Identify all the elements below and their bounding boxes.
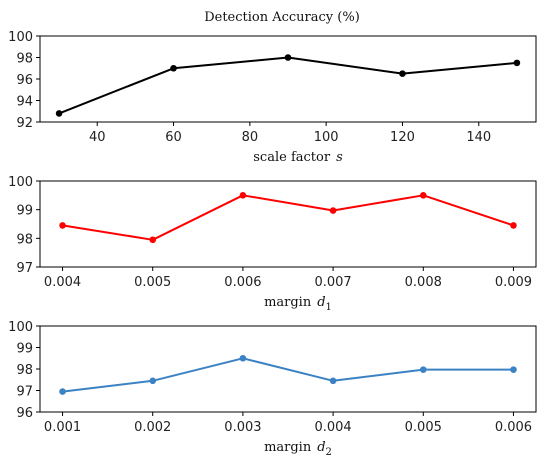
y-tick-label: 98 [16,52,33,67]
x-tick-label: 100 [314,130,339,145]
y-tick-label: 97 [16,385,33,400]
data-point [510,222,517,229]
y-tick-label: 100 [8,30,33,45]
data-point [55,110,63,117]
series-line [62,194,514,241]
data-point [170,64,177,72]
x-axis-label-subscript: 2 [326,447,332,458]
y-tick-label: 99 [16,342,33,357]
x-axis-label-text: margin [264,295,312,310]
data-point [239,192,247,199]
data-point [149,236,157,244]
axes-frame [39,180,537,268]
x-axis-label: margin d2 [264,440,332,458]
data-point [329,377,337,385]
x-axis-label-variable: s [336,150,343,165]
x-axis-label: margin d1 [264,295,332,313]
y-tick-label: 99 [16,204,33,219]
x-tick-label: 80 [242,130,259,145]
x-tick-label: 0.006 [495,420,532,435]
y-tick-label: 96 [16,73,33,88]
x-tick-label: 0.003 [224,420,261,435]
data-point [329,207,337,214]
y-tick-label: 92 [16,116,33,131]
y-tick-label: 100 [8,320,33,335]
y-tick-label: 97 [16,261,33,276]
x-tick-label: 0.006 [224,275,261,290]
x-tick-label: 0.007 [314,275,351,290]
y-tick-label: 98 [16,363,33,378]
x-tick-label: 0.004 [44,275,81,290]
x-tick-label: 0.005 [405,420,442,435]
x-axis-label-variable: d [317,440,325,455]
data-point [284,54,292,61]
data-point [419,366,427,373]
x-tick-label: 0.008 [405,275,442,290]
data-point [399,70,406,77]
x-tick-label: 0.001 [44,420,81,435]
data-point [239,354,247,362]
x-axis-label-text: scale factor [253,150,331,165]
y-tick-label: 96 [16,406,33,421]
x-tick-label: 0.004 [314,420,351,435]
x-axis-label-text: margin [264,440,312,455]
series-line [58,56,517,115]
axes-frame [39,35,537,123]
data-point [513,59,521,67]
chart-1: 92 94 96 98 100 40 60 80 100 120 140 scale factor s [8,30,537,165]
y-tick-label: 100 [8,175,33,190]
x-tick-label: 40 [89,130,106,145]
data-point [149,377,157,385]
data-point [510,366,517,373]
data-point [419,192,427,199]
x-tick-label: 120 [390,130,415,145]
x-axis-label-subscript: 1 [326,302,332,313]
x-tick-label: 0.005 [134,275,171,290]
x-tick-label: 140 [466,130,491,145]
series-line [62,357,514,393]
x-tick-label: 0.002 [134,420,171,435]
data-point [59,388,66,395]
x-axis-label-variable: d [317,295,325,310]
data-point [59,222,66,229]
figure-title: Detection Accuracy (%) [204,10,360,25]
y-tick-label: 94 [16,95,33,110]
chart-2: 97 98 99 100 0.004 0.005 0.006 0.007 0.008 0.009 m… [8,175,537,313]
chart-3: 96 97 98 99 100 0.001 0.002 0.003 0.004 0.005 0.00… [8,320,537,458]
x-axis-label: scale factor s [253,150,343,165]
y-tick-label: 98 [16,232,33,247]
x-tick-label: 60 [165,130,182,145]
x-tick-label: 0.009 [495,275,532,290]
